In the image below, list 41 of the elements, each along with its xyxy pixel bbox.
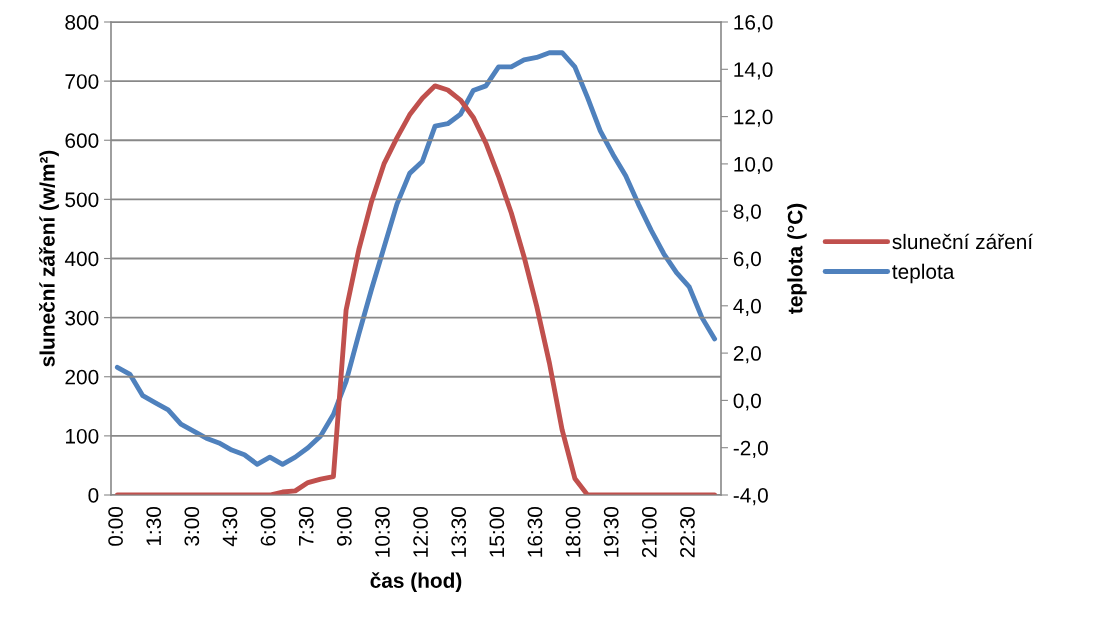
x-axis-title: čas (hod) xyxy=(370,572,462,593)
y2-tick-label: -2,0 xyxy=(733,440,768,458)
x-tick-label: 4:30 xyxy=(222,506,238,547)
y2-tick-label: 2,0 xyxy=(733,346,761,364)
x-tick-label: 21:00 xyxy=(641,506,657,558)
y2-tick-label: 16,0 xyxy=(734,15,773,33)
x-tick-label: 15:00 xyxy=(489,506,505,557)
y2-tick-label: 4,0 xyxy=(733,298,761,317)
y-tick-label: 600 xyxy=(65,133,99,148)
y-tick-label: 700 xyxy=(65,74,99,89)
y2-tick-label: 10,0 xyxy=(734,156,773,175)
x-tick-label: 12:00 xyxy=(413,506,428,557)
y-tick-label: 200 xyxy=(65,369,99,385)
x-tick-label: 9:00 xyxy=(336,506,352,546)
y2-axis-title: teplota (°C) xyxy=(787,203,807,314)
x-tick-label: 13:30 xyxy=(451,506,467,557)
y2-tick-label: 12,0 xyxy=(734,109,773,127)
y-tick-label: 0 xyxy=(88,488,99,503)
y-tick-label: 800 xyxy=(65,15,99,30)
y-tick-label: 400 xyxy=(64,251,99,267)
y2-tick-label: -4,0 xyxy=(733,488,768,506)
x-tick-label: 10:30 xyxy=(375,506,390,557)
x-tick-label: 6:00 xyxy=(260,506,276,546)
legend-label: teplota xyxy=(892,263,955,284)
y-tick-label: 500 xyxy=(65,192,99,208)
x-tick-label: 16:30 xyxy=(527,506,543,557)
y-tick-label: 100 xyxy=(66,428,99,444)
y-axis-title: sluneční záření (w/m²) xyxy=(39,150,59,367)
y2-tick-label: 0,0 xyxy=(733,393,761,411)
x-tick-label: 1:30 xyxy=(146,506,162,546)
y2-tick-label: 14,0 xyxy=(734,62,773,80)
x-tick-label: 7:30 xyxy=(298,506,314,546)
x-tick-label: 0:00 xyxy=(108,506,123,546)
y2-tick-label: 6,0 xyxy=(733,251,761,269)
y-tick-label: 300 xyxy=(65,310,99,326)
x-tick-label: 22:30 xyxy=(680,506,695,558)
legend-label: sluneční záření xyxy=(892,233,1034,250)
x-tick-label: 18:00 xyxy=(565,506,581,557)
x-tick-label: 19:30 xyxy=(603,506,619,557)
y2-tick-label: 8,0 xyxy=(733,204,761,222)
x-tick-label: 3:00 xyxy=(184,506,200,546)
